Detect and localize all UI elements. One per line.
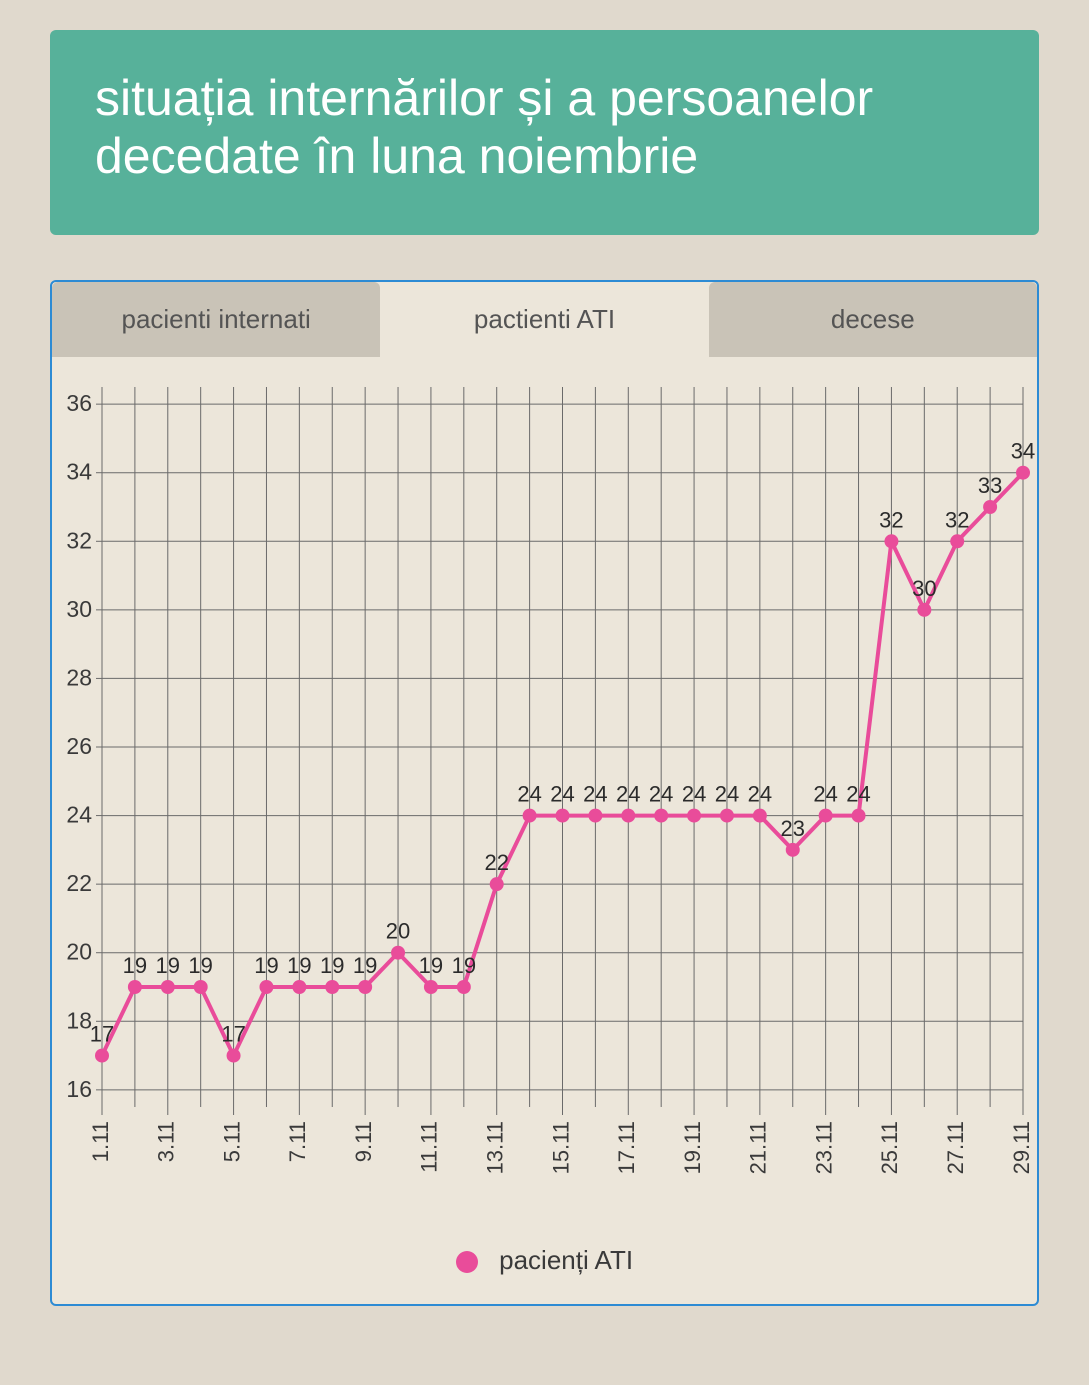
svg-text:13.11: 13.11 — [483, 1121, 508, 1174]
svg-text:11.11: 11.11 — [417, 1121, 442, 1173]
svg-text:24: 24 — [550, 782, 574, 807]
svg-text:23.11: 23.11 — [811, 1121, 836, 1174]
svg-text:19: 19 — [123, 953, 147, 978]
svg-text:17: 17 — [221, 1022, 245, 1047]
svg-text:19: 19 — [156, 953, 180, 978]
svg-text:28: 28 — [66, 664, 92, 690]
svg-text:19: 19 — [188, 953, 212, 978]
svg-text:24: 24 — [583, 782, 607, 807]
svg-text:34: 34 — [1011, 439, 1035, 464]
legend-dot-icon — [456, 1251, 478, 1273]
svg-text:32: 32 — [945, 507, 969, 532]
svg-text:17: 17 — [90, 1022, 114, 1047]
svg-text:5.11: 5.11 — [219, 1121, 244, 1162]
svg-text:24: 24 — [649, 782, 673, 807]
line-chart: 16 18 20 22 24 26 28 30 32 34 36 1.11 3.11 5.11 7.11 9.… — [52, 357, 1038, 1227]
svg-text:30: 30 — [66, 596, 92, 622]
svg-text:32: 32 — [66, 527, 92, 553]
svg-text:32: 32 — [879, 507, 903, 532]
svg-text:15.11: 15.11 — [548, 1121, 573, 1174]
svg-text:27.11: 27.11 — [943, 1121, 968, 1174]
svg-text:24: 24 — [813, 782, 837, 807]
svg-text:18: 18 — [66, 1007, 92, 1033]
svg-text:21.11: 21.11 — [746, 1121, 771, 1174]
svg-text:34: 34 — [66, 459, 92, 485]
svg-text:22: 22 — [66, 870, 92, 896]
svg-text:9.11: 9.11 — [351, 1121, 376, 1162]
svg-text:29.11: 29.11 — [1009, 1121, 1034, 1174]
chart-legend: pacienți ATI — [52, 1227, 1037, 1304]
svg-text:24: 24 — [846, 782, 870, 807]
svg-text:19: 19 — [320, 953, 344, 978]
chart-plot-area: 16 18 20 22 24 26 28 30 32 34 36 1.11 3.11 5.11 7.11 9.… — [52, 357, 1037, 1227]
svg-text:26: 26 — [66, 733, 92, 759]
svg-text:19: 19 — [452, 953, 476, 978]
svg-text:30: 30 — [912, 576, 936, 601]
svg-text:16: 16 — [66, 1076, 92, 1102]
legend-label: pacienți ATI — [499, 1245, 633, 1275]
svg-text:3.11: 3.11 — [154, 1121, 179, 1162]
svg-text:17.11: 17.11 — [614, 1121, 639, 1174]
svg-text:24: 24 — [517, 782, 541, 807]
page-title: situația internărilor și a persoanelor d… — [50, 30, 1039, 235]
svg-text:33: 33 — [978, 473, 1002, 498]
svg-text:24: 24 — [66, 802, 92, 828]
chart-card: pacienti internati pactienti ATI decese … — [50, 280, 1039, 1306]
svg-text:36: 36 — [66, 390, 92, 416]
tab-pacienti-internati[interactable]: pacienti internati — [52, 282, 380, 357]
svg-text:19: 19 — [419, 953, 443, 978]
svg-text:19: 19 — [287, 953, 311, 978]
svg-text:25.11: 25.11 — [877, 1121, 902, 1174]
tab-pactienti-ati[interactable]: pactienti ATI — [380, 282, 708, 357]
tabs: pacienti internati pactienti ATI decese — [52, 282, 1037, 357]
svg-text:24: 24 — [682, 782, 706, 807]
svg-text:22: 22 — [484, 850, 508, 875]
svg-text:23: 23 — [781, 816, 805, 841]
svg-text:20: 20 — [386, 919, 410, 944]
tab-decese[interactable]: decese — [709, 282, 1037, 357]
svg-text:19.11: 19.11 — [680, 1121, 705, 1174]
svg-text:20: 20 — [66, 939, 92, 965]
svg-text:19: 19 — [353, 953, 377, 978]
svg-text:24: 24 — [748, 782, 772, 807]
svg-text:24: 24 — [616, 782, 640, 807]
svg-text:7.11: 7.11 — [285, 1121, 310, 1162]
svg-text:19: 19 — [254, 953, 278, 978]
svg-text:1.11: 1.11 — [88, 1121, 113, 1162]
svg-text:24: 24 — [715, 782, 739, 807]
